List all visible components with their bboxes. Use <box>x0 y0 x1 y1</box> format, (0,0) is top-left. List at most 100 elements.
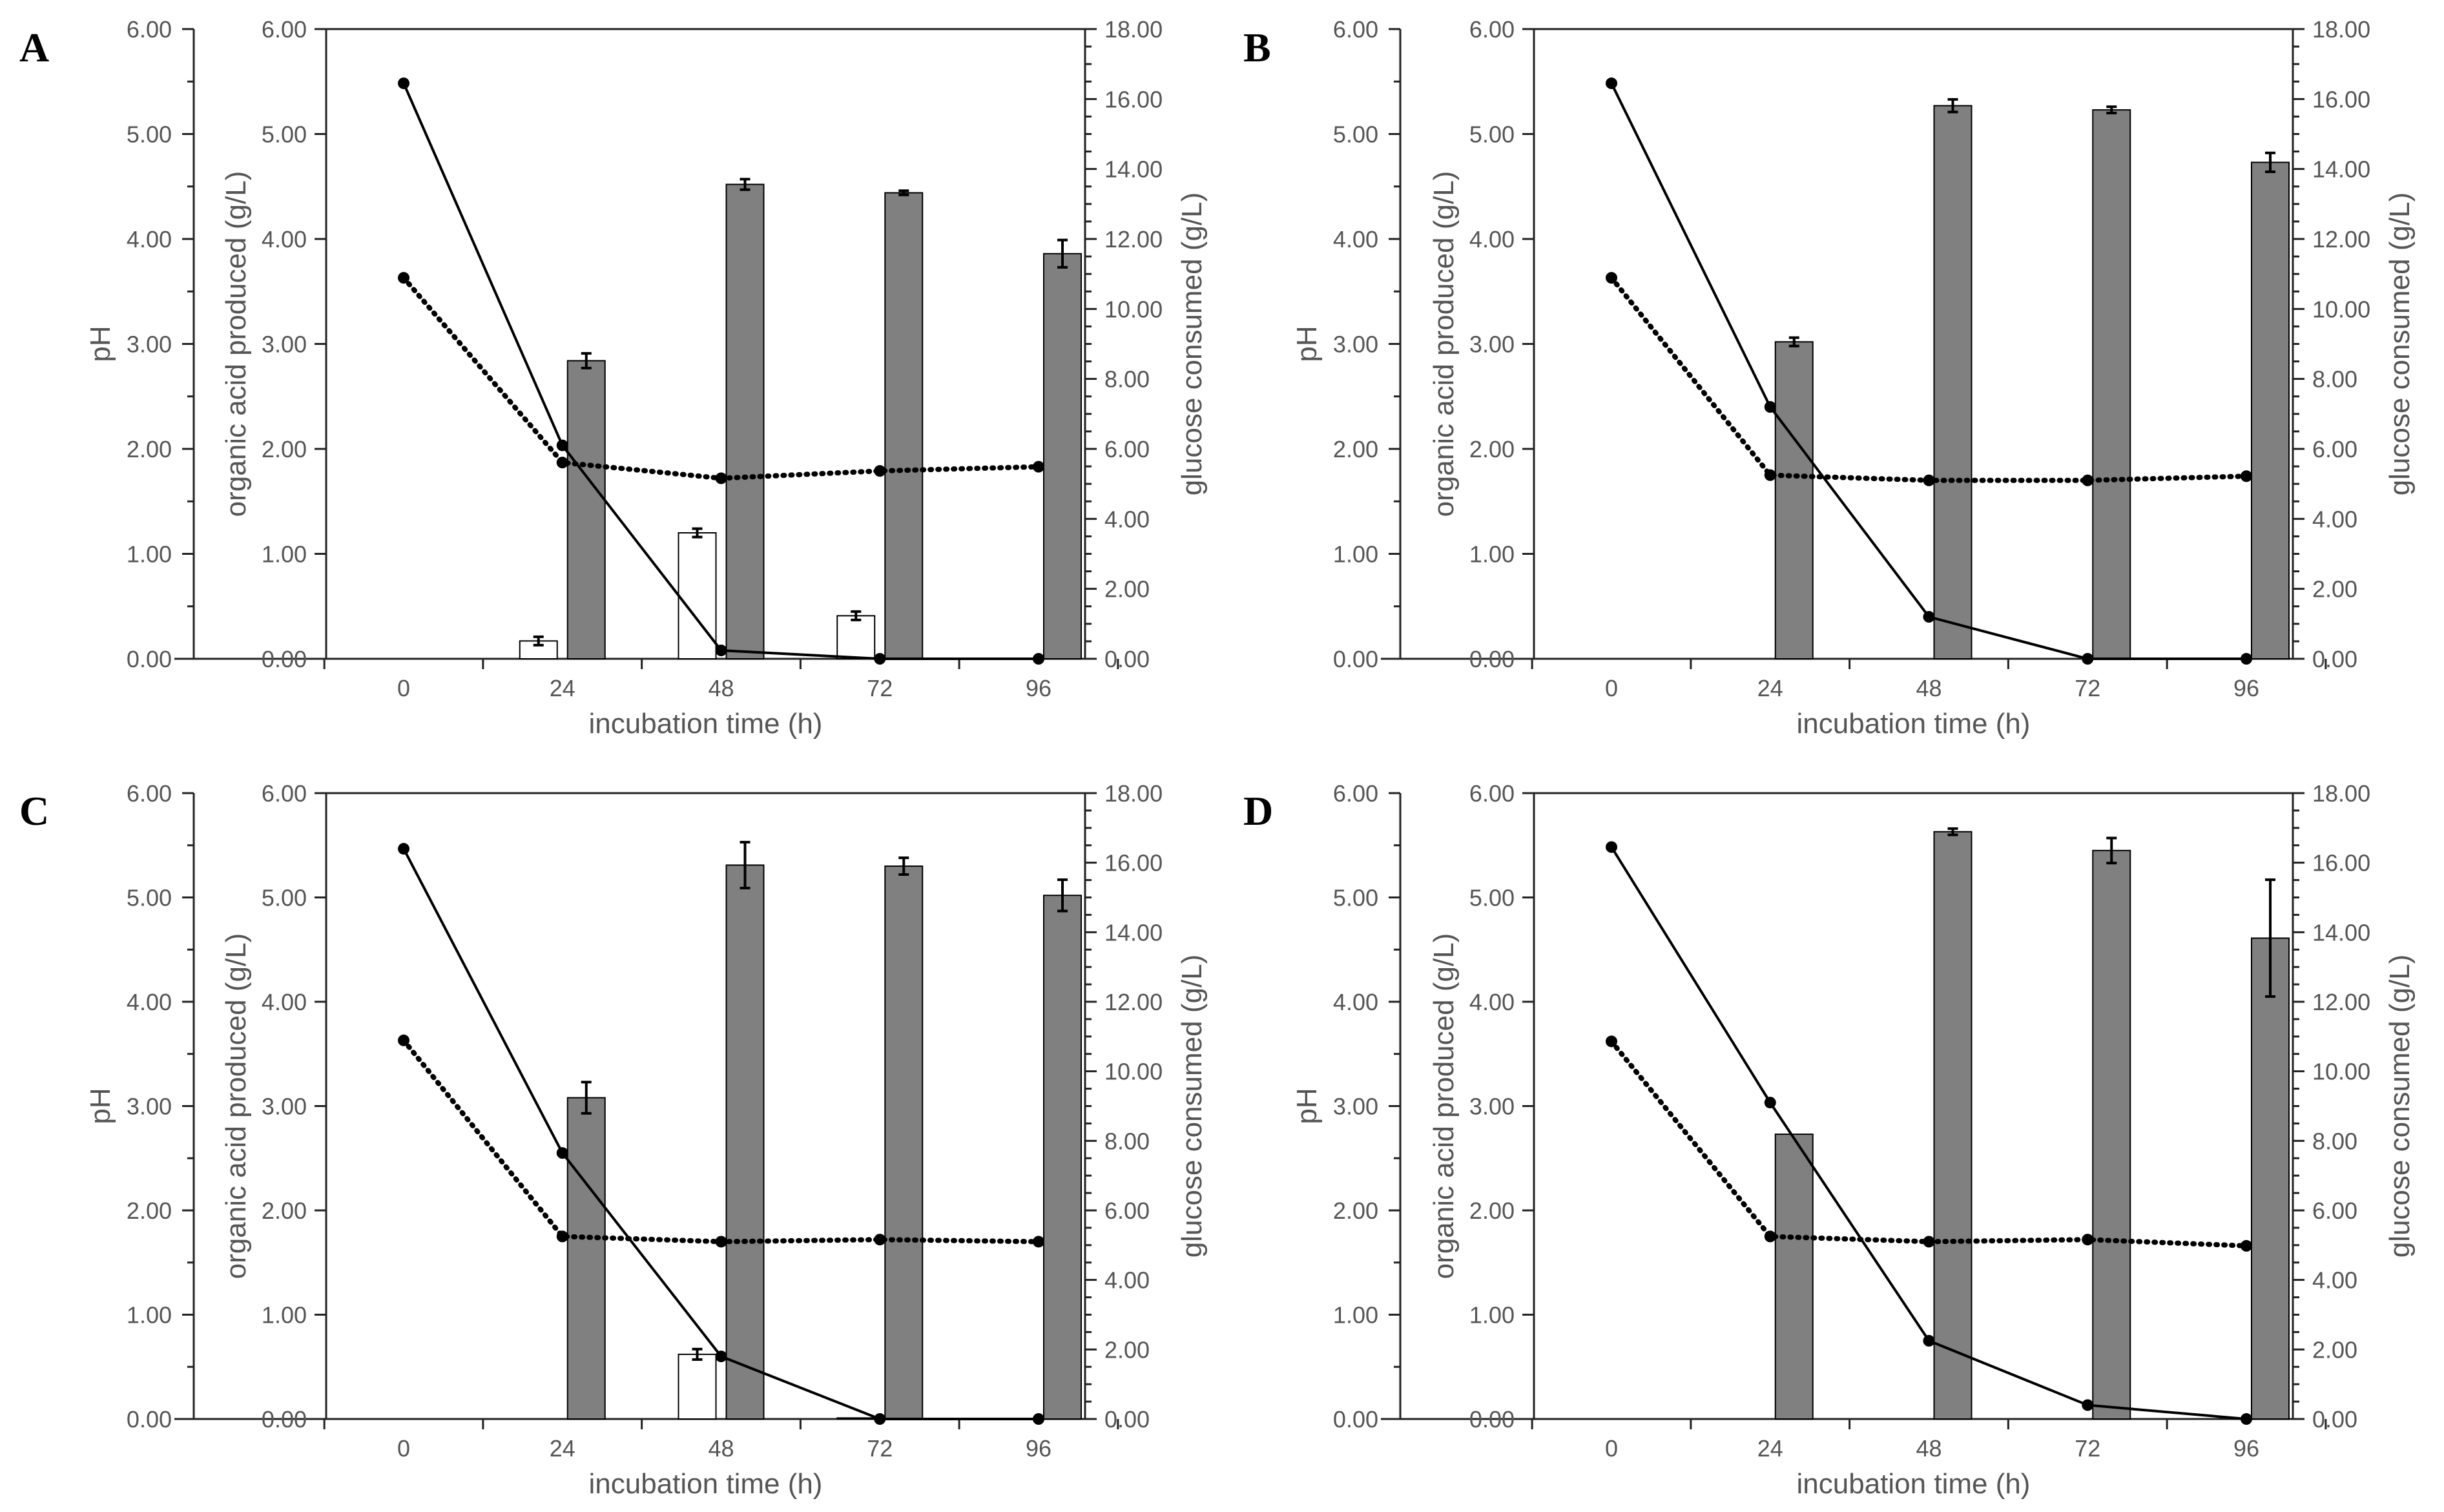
glucose-point <box>556 1147 568 1159</box>
bar-grey-72 <box>2092 849 2131 1420</box>
acid-tick-label: 5.00 <box>1469 885 1515 911</box>
bar-grey-24 <box>566 360 606 659</box>
ph-tick-label: 6.00 <box>1333 780 1378 807</box>
ph-point <box>1764 1230 1776 1243</box>
ph-point <box>874 1234 886 1246</box>
glucose-tick-label: 0.00 <box>1104 646 1150 672</box>
glucose-tick-label: 8.00 <box>1104 1128 1150 1154</box>
ph-tick-label: 2.00 <box>1333 1197 1378 1224</box>
x-tick-label: 72 <box>2075 1435 2100 1462</box>
glucose-tick-label: 2.00 <box>2312 576 2357 603</box>
ph-tick-label: 1.00 <box>127 541 172 568</box>
ph-tick-label: 0.00 <box>1333 646 1378 672</box>
panel-label: B <box>1243 25 1271 70</box>
bar-grey-48 <box>725 183 765 659</box>
x-axis-title: incubation time (h) <box>589 708 823 740</box>
glucose-tick-label: 14.00 <box>1104 919 1163 946</box>
glucose-point <box>2241 1413 2252 1425</box>
ph-tick-label: 5.00 <box>1333 121 1378 148</box>
bar-grey-96 <box>1043 895 1082 1420</box>
ph-tick-label: 5.00 <box>127 885 172 911</box>
glucose-tick-label: 16.00 <box>1104 86 1163 112</box>
ph-tick-label: 3.00 <box>1333 331 1378 358</box>
bar-grey-48 <box>1933 105 1973 659</box>
glucose-point <box>1923 1334 1935 1347</box>
acid-tick-label: 3.00 <box>1469 1093 1515 1120</box>
glucose-point <box>1033 1413 1044 1425</box>
bar-grey-72 <box>884 865 924 1420</box>
glucose-tick-label: 8.00 <box>2312 366 2357 393</box>
ph-tick-label: 2.00 <box>127 1197 172 1224</box>
glucose-point <box>1606 77 1617 89</box>
x-axis-title: incubation time (h) <box>1797 1468 2031 1500</box>
ph-axis-title: pH <box>85 326 116 362</box>
panel-label: A <box>19 25 49 70</box>
acid-tick-label: 1.00 <box>1469 541 1515 568</box>
glucose-tick-label: 16.00 <box>1104 850 1163 876</box>
bar-grey-48 <box>1933 831 1973 1420</box>
glucose-tick-label: 18.00 <box>2312 16 2370 43</box>
ph-point <box>874 465 886 477</box>
x-tick-label: 0 <box>1605 1435 1618 1462</box>
acid-tick-label: 0.00 <box>262 646 307 672</box>
glucose-tick-label: 2.00 <box>1104 576 1150 603</box>
bar-grey-24 <box>1774 341 1814 659</box>
ph-axis-title: pH <box>85 1088 116 1124</box>
x-tick-label: 24 <box>550 1435 575 1462</box>
bar-white-72 <box>836 1417 876 1420</box>
glucose-point <box>2082 653 2094 665</box>
acid-tick-label: 3.00 <box>1469 331 1515 358</box>
glucose-line <box>1610 846 2247 1420</box>
ph-point <box>1606 1035 1617 1048</box>
ph-tick-label: 1.00 <box>1333 541 1378 568</box>
acid-tick-label: 4.00 <box>262 989 307 1015</box>
acid-tick-label: 2.00 <box>1469 1197 1515 1224</box>
acid-tick-label: 5.00 <box>262 885 307 911</box>
glucose-tick-label: 4.00 <box>1104 506 1150 532</box>
glucose-tick-label: 6.00 <box>2312 1197 2357 1224</box>
glucose-line <box>1610 83 2246 660</box>
acid-tick-label: 1.00 <box>1469 1302 1515 1329</box>
acid-axis-title: organic acid produced (g/L) <box>220 933 252 1279</box>
ph-tick-label: 5.00 <box>1333 885 1378 911</box>
ph-point <box>398 272 409 284</box>
bar-grey-72 <box>2092 109 2131 659</box>
glucose-tick-label: 2.00 <box>1104 1336 1150 1363</box>
acid-axis-title: organic acid produced (g/L) <box>1428 171 1460 517</box>
ph-point <box>1033 1236 1044 1248</box>
acid-tick-label: 1.00 <box>262 541 307 568</box>
glucose-axis-title: glucose consumed (g/L) <box>1176 955 1208 1258</box>
glucose-point <box>1764 1097 1776 1109</box>
glucose-tick-label: 8.00 <box>2312 1128 2357 1154</box>
chart-panel-d: D 0.00 1.00 2.00 3.00 4.00 5.00 6.00 0.00 1.00 2.0… <box>1243 780 2416 1500</box>
x-tick-label: 96 <box>1026 675 1051 701</box>
x-axis-title: incubation time (h) <box>589 1468 823 1500</box>
glucose-line <box>402 83 1039 660</box>
ph-point <box>1923 1236 1935 1248</box>
ph-point <box>1606 272 1617 284</box>
acid-tick-label: 2.00 <box>262 1197 307 1224</box>
glucose-point <box>398 77 409 89</box>
acid-tick-label: 3.00 <box>262 331 307 358</box>
ph-tick-label: 4.00 <box>1333 226 1378 253</box>
ph-tick-label: 0.00 <box>127 1406 172 1433</box>
acid-tick-label: 5.00 <box>262 121 307 148</box>
ph-tick-label: 6.00 <box>127 780 172 807</box>
ph-tick-label: 3.00 <box>127 1093 172 1120</box>
x-tick-label: 24 <box>1757 675 1783 701</box>
ph-line <box>1609 275 2249 483</box>
glucose-tick-label: 6.00 <box>2312 436 2357 462</box>
glucose-tick-label: 8.00 <box>1104 366 1150 393</box>
glucose-tick-label: 4.00 <box>2312 1267 2357 1294</box>
glucose-point <box>398 843 409 855</box>
ph-tick-label: 4.00 <box>127 226 172 253</box>
glucose-tick-label: 10.00 <box>2312 296 2370 322</box>
x-tick-label: 72 <box>867 1435 893 1462</box>
ph-tick-label: 3.00 <box>127 331 172 358</box>
bar-white-72 <box>836 615 876 659</box>
acid-tick-label: 4.00 <box>262 226 307 253</box>
x-tick-label: 48 <box>1916 675 1942 701</box>
x-tick-label: 24 <box>1757 1435 1783 1462</box>
glucose-tick-label: 18.00 <box>1104 780 1163 807</box>
